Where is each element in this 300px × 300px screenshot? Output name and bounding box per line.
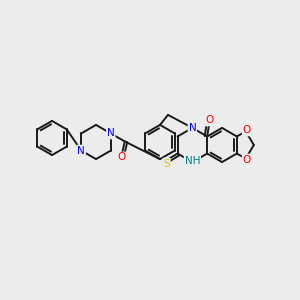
Text: O: O <box>243 125 251 135</box>
Text: N: N <box>188 123 196 133</box>
Text: N: N <box>107 128 115 138</box>
Text: O: O <box>205 116 213 125</box>
Text: O: O <box>243 154 251 164</box>
Text: S: S <box>163 158 170 169</box>
Text: NH: NH <box>184 156 200 166</box>
Text: O: O <box>118 152 126 162</box>
Text: N: N <box>77 146 85 155</box>
